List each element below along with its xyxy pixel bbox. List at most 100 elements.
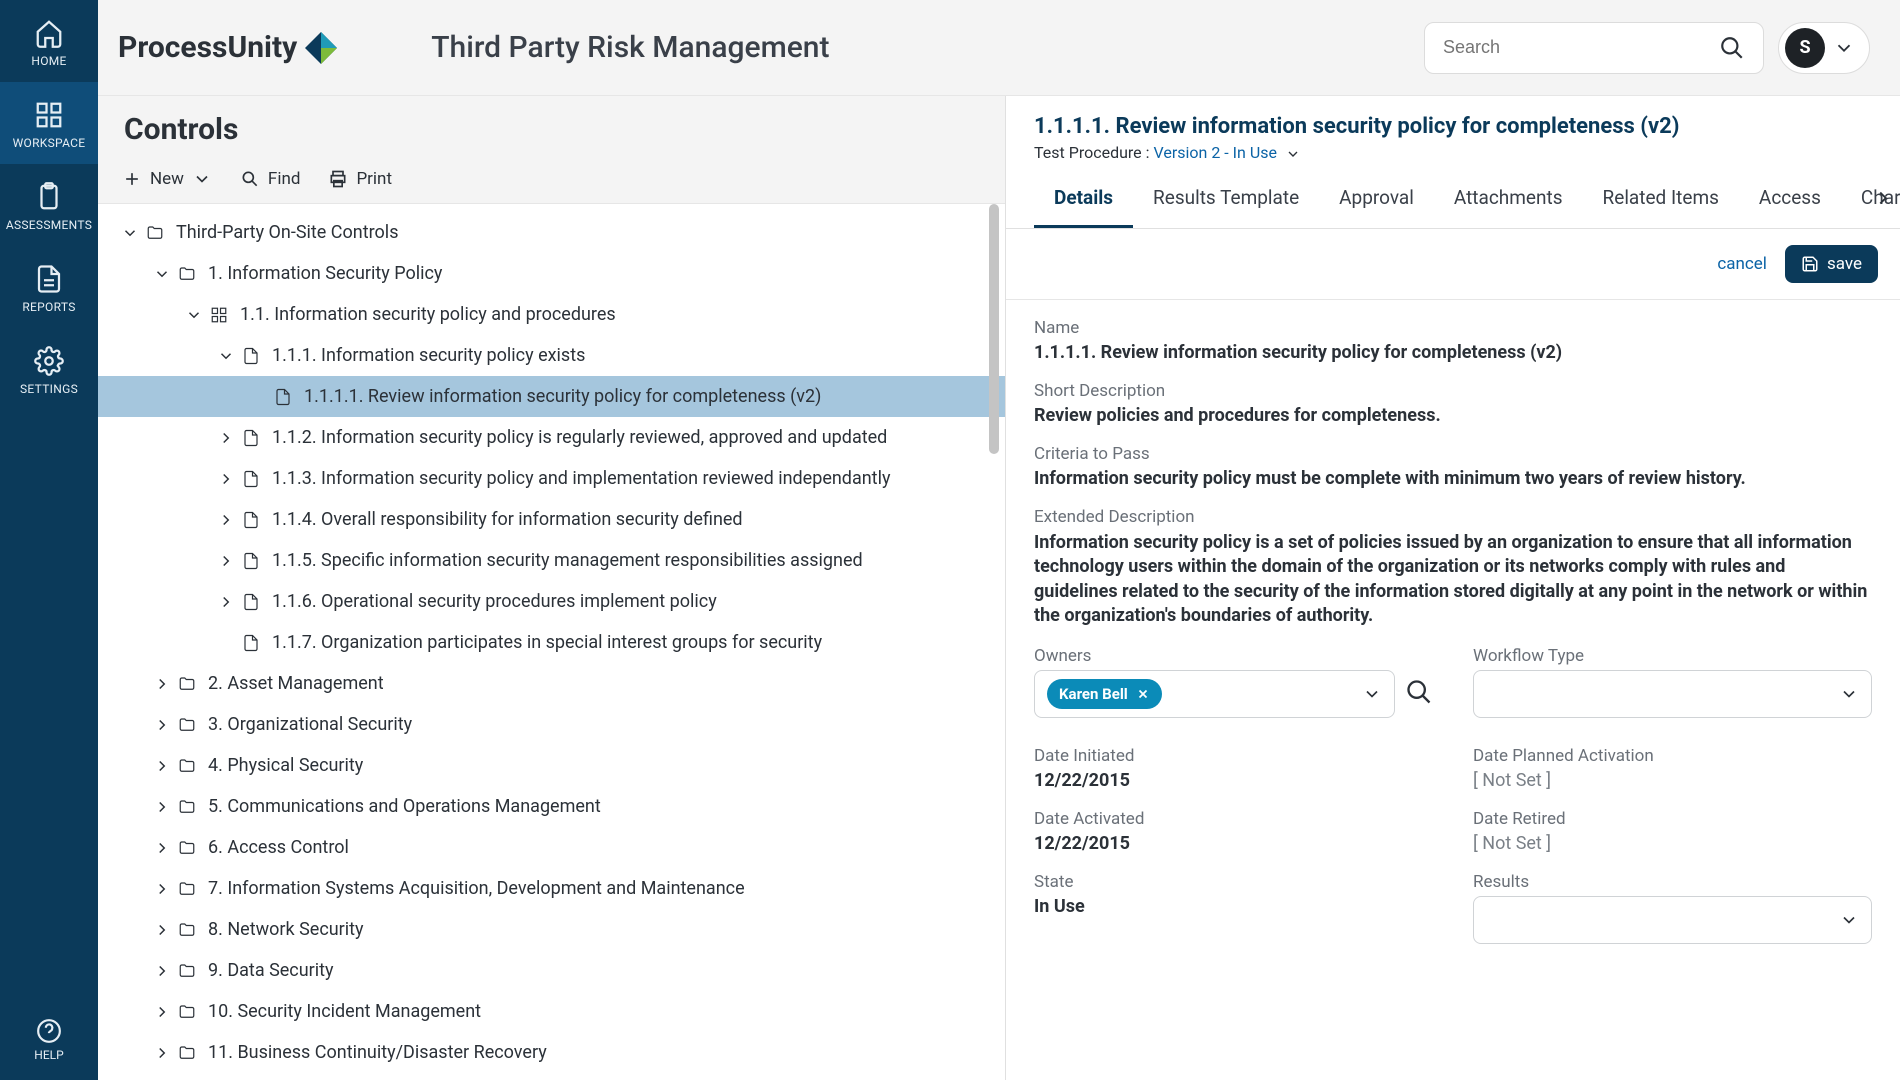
tab-attachments[interactable]: Attachments xyxy=(1434,172,1583,228)
caret-icon[interactable] xyxy=(150,921,174,939)
tree-row[interactable]: 1.1.7. Organization participates in spec… xyxy=(98,622,1005,663)
help-icon xyxy=(36,1018,62,1044)
folder-icon xyxy=(174,675,200,693)
caret-icon[interactable] xyxy=(214,511,238,529)
folder-icon xyxy=(174,921,200,939)
caret-icon[interactable] xyxy=(182,306,206,324)
caret-icon[interactable] xyxy=(150,798,174,816)
caret-icon[interactable] xyxy=(214,593,238,611)
folder-icon xyxy=(174,880,200,898)
tab-approval[interactable]: Approval xyxy=(1319,172,1434,228)
save-button[interactable]: save xyxy=(1785,245,1878,283)
ext-desc-value: Information security policy is a set of … xyxy=(1034,531,1872,628)
tree-row[interactable]: 11. Business Continuity/Disaster Recover… xyxy=(98,1032,1005,1073)
user-menu[interactable]: S xyxy=(1778,22,1870,74)
tree-row[interactable]: 7. Information Systems Acquisition, Deve… xyxy=(98,868,1005,909)
date-activated-label: Date Activated xyxy=(1034,809,1433,829)
caret-icon[interactable] xyxy=(150,675,174,693)
rail-help[interactable]: HELP xyxy=(0,1000,98,1080)
workflow-select[interactable] xyxy=(1473,670,1872,718)
tab-results-template[interactable]: Results Template xyxy=(1133,172,1319,228)
rail-label: ASSESSMENTS xyxy=(6,218,92,232)
folder-icon xyxy=(174,1003,200,1021)
tree-label: 1.1.3. Information security policy and i… xyxy=(272,468,890,489)
tree-label: 3. Organizational Security xyxy=(208,714,412,735)
rail-label: REPORTS xyxy=(22,300,75,314)
date-activated-value: 12/22/2015 xyxy=(1034,833,1433,854)
tree-row[interactable]: 1. Information Security Policy xyxy=(98,253,1005,294)
caret-icon[interactable] xyxy=(150,962,174,980)
tree-row[interactable]: 1.1. Information security policy and pro… xyxy=(98,294,1005,335)
version-link[interactable]: Version 2 - In Use xyxy=(1153,143,1276,162)
tree-row[interactable]: 6. Access Control xyxy=(98,827,1005,868)
caret-icon[interactable] xyxy=(150,1003,174,1021)
tab-details[interactable]: Details xyxy=(1034,172,1133,228)
date-planned-value: [ Not Set ] xyxy=(1473,770,1872,791)
tree-label: 1.1.2. Information security policy is re… xyxy=(272,427,887,448)
owners-select[interactable]: Karen Bell xyxy=(1034,670,1395,718)
rail-item-assessments[interactable]: ASSESSMENTS xyxy=(0,164,98,246)
tree-row[interactable]: 1.1.2. Information security policy is re… xyxy=(98,417,1005,458)
left-pane: Controls New Find Print Third-Party On-S… xyxy=(98,96,1006,1080)
caret-icon[interactable] xyxy=(150,716,174,734)
caret-icon[interactable] xyxy=(214,552,238,570)
tree-row[interactable]: 1.1.5. Specific information security man… xyxy=(98,540,1005,581)
owner-chip[interactable]: Karen Bell xyxy=(1047,679,1162,709)
new-label: New xyxy=(150,169,184,189)
caret-icon[interactable] xyxy=(150,757,174,775)
tree-row[interactable]: 1.1.3. Information security policy and i… xyxy=(98,458,1005,499)
owners-label: Owners xyxy=(1034,646,1433,666)
search-box[interactable] xyxy=(1424,22,1764,74)
header: ProcessUnity Third Party Risk Management… xyxy=(98,0,1900,96)
results-select[interactable] xyxy=(1473,896,1872,944)
owners-search-button[interactable] xyxy=(1405,678,1433,710)
caret-icon[interactable] xyxy=(214,470,238,488)
assessments-icon xyxy=(34,182,64,212)
search-icon[interactable] xyxy=(1719,35,1745,61)
tab-related-items[interactable]: Related Items xyxy=(1583,172,1739,228)
logo-text: ProcessUnity xyxy=(118,30,297,65)
tree-row[interactable]: 5. Communications and Operations Managem… xyxy=(98,786,1005,827)
tree-row[interactable]: 9. Data Security xyxy=(98,950,1005,991)
tree-row[interactable]: Third-Party On-Site Controls xyxy=(98,212,1005,253)
caret-icon[interactable] xyxy=(214,429,238,447)
scrollbar[interactable] xyxy=(989,204,999,454)
rail-item-reports[interactable]: REPORTS xyxy=(0,246,98,328)
tree-row[interactable]: 3. Organizational Security xyxy=(98,704,1005,745)
home-icon xyxy=(34,18,64,48)
rail-item-workspace[interactable]: WORKSPACE xyxy=(0,82,98,164)
tree-row[interactable]: 8. Network Security xyxy=(98,909,1005,950)
tree-row[interactable]: 1.1.4. Overall responsibility for inform… xyxy=(98,499,1005,540)
new-button[interactable]: New xyxy=(122,169,212,189)
caret-icon[interactable] xyxy=(118,224,142,242)
tree-row[interactable]: 1.1.6. Operational security procedures i… xyxy=(98,581,1005,622)
tree-row[interactable]: 2. Asset Management xyxy=(98,663,1005,704)
doc-icon xyxy=(238,511,264,529)
close-icon[interactable] xyxy=(1136,687,1150,701)
search-input[interactable] xyxy=(1443,37,1719,58)
caret-icon[interactable] xyxy=(150,880,174,898)
chevron-down-icon[interactable] xyxy=(1285,146,1301,162)
find-button[interactable]: Find xyxy=(240,169,301,189)
caret-icon[interactable] xyxy=(214,347,238,365)
detail-subtitle: Test Procedure : Version 2 - In Use xyxy=(1034,143,1872,162)
tree[interactable]: Third-Party On-Site Controls1. Informati… xyxy=(98,204,1005,1080)
folder-icon xyxy=(174,716,200,734)
rail-item-home[interactable]: HOME xyxy=(0,0,98,82)
tree-row[interactable]: 4. Physical Security xyxy=(98,745,1005,786)
tree-label: 8. Network Security xyxy=(208,919,364,940)
actions: cancel save xyxy=(1006,229,1900,300)
rail-item-settings[interactable]: SETTINGS xyxy=(0,328,98,410)
caret-icon[interactable] xyxy=(150,265,174,283)
print-button[interactable]: Print xyxy=(328,169,392,189)
caret-icon[interactable] xyxy=(150,839,174,857)
tree-row[interactable]: 1.1.1. Information security policy exist… xyxy=(98,335,1005,376)
cancel-button[interactable]: cancel xyxy=(1717,254,1767,274)
tabs-scroll-right[interactable] xyxy=(1872,187,1894,213)
tree-row[interactable]: 1.1.1.1. Review information security pol… xyxy=(98,376,1005,417)
tab-access[interactable]: Access xyxy=(1739,172,1841,228)
logo[interactable]: ProcessUnity xyxy=(118,28,341,68)
tree-row[interactable]: 10. Security Incident Management xyxy=(98,991,1005,1032)
caret-icon[interactable] xyxy=(150,1044,174,1062)
toolbar: New Find Print xyxy=(98,159,1005,204)
